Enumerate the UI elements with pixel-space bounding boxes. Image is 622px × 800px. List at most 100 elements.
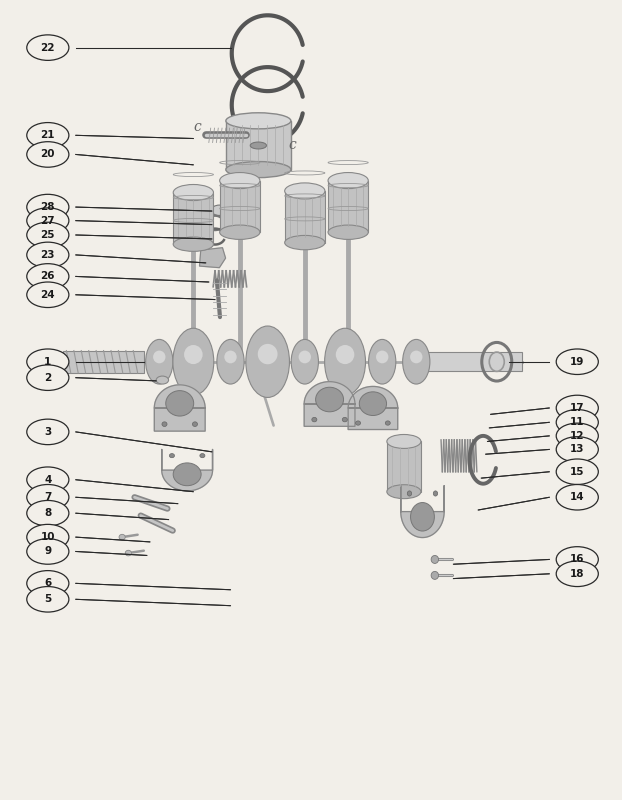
Ellipse shape — [410, 350, 422, 363]
Polygon shape — [401, 486, 444, 538]
Text: 25: 25 — [40, 230, 55, 240]
Ellipse shape — [27, 122, 69, 148]
Ellipse shape — [369, 339, 396, 384]
Ellipse shape — [27, 419, 69, 445]
Ellipse shape — [556, 423, 598, 449]
Polygon shape — [200, 248, 226, 268]
Ellipse shape — [342, 418, 347, 422]
Ellipse shape — [173, 237, 213, 251]
Ellipse shape — [291, 339, 318, 384]
Polygon shape — [387, 442, 421, 492]
Ellipse shape — [184, 345, 203, 364]
Polygon shape — [422, 352, 521, 371]
Ellipse shape — [556, 410, 598, 435]
Text: 1: 1 — [44, 357, 52, 366]
Ellipse shape — [27, 222, 69, 248]
Text: 23: 23 — [40, 250, 55, 260]
Polygon shape — [328, 181, 368, 232]
Ellipse shape — [153, 350, 165, 363]
Ellipse shape — [173, 463, 201, 486]
Ellipse shape — [299, 350, 311, 363]
Ellipse shape — [312, 418, 317, 422]
Text: 2: 2 — [44, 373, 52, 382]
Ellipse shape — [556, 437, 598, 462]
Polygon shape — [348, 386, 397, 430]
Ellipse shape — [434, 491, 438, 496]
Ellipse shape — [336, 345, 355, 364]
Ellipse shape — [165, 390, 193, 416]
Ellipse shape — [27, 264, 69, 289]
Ellipse shape — [431, 555, 439, 563]
Text: 20: 20 — [40, 150, 55, 159]
Polygon shape — [154, 385, 205, 431]
Text: 15: 15 — [570, 466, 585, 477]
Text: 13: 13 — [570, 445, 585, 454]
Text: 19: 19 — [570, 357, 585, 366]
Text: 3: 3 — [44, 427, 52, 437]
Ellipse shape — [246, 326, 289, 398]
Text: 21: 21 — [40, 130, 55, 140]
Ellipse shape — [226, 113, 291, 129]
Ellipse shape — [27, 570, 69, 596]
Ellipse shape — [27, 586, 69, 612]
Text: 24: 24 — [40, 290, 55, 300]
Ellipse shape — [402, 339, 430, 384]
Ellipse shape — [315, 387, 343, 412]
Ellipse shape — [376, 350, 388, 363]
Text: 26: 26 — [40, 271, 55, 282]
Ellipse shape — [225, 350, 237, 363]
Polygon shape — [63, 350, 144, 373]
Ellipse shape — [27, 467, 69, 493]
Polygon shape — [220, 181, 260, 232]
Ellipse shape — [27, 208, 69, 234]
Ellipse shape — [200, 454, 205, 458]
Ellipse shape — [328, 173, 368, 189]
Ellipse shape — [258, 344, 277, 364]
Polygon shape — [226, 121, 291, 170]
Text: 10: 10 — [40, 532, 55, 542]
Ellipse shape — [556, 459, 598, 485]
Polygon shape — [162, 450, 213, 491]
Text: 28: 28 — [40, 202, 55, 212]
Ellipse shape — [226, 162, 291, 178]
Ellipse shape — [411, 502, 434, 531]
Ellipse shape — [27, 485, 69, 510]
Polygon shape — [173, 193, 213, 244]
Ellipse shape — [556, 561, 598, 586]
Text: c: c — [288, 138, 296, 152]
Ellipse shape — [27, 282, 69, 307]
Ellipse shape — [360, 392, 386, 415]
Ellipse shape — [217, 339, 244, 384]
Ellipse shape — [27, 142, 69, 167]
Text: 9: 9 — [44, 546, 52, 557]
Text: 14: 14 — [570, 492, 585, 502]
Text: 22: 22 — [40, 42, 55, 53]
Text: 18: 18 — [570, 569, 585, 578]
Ellipse shape — [556, 546, 598, 572]
Ellipse shape — [220, 173, 260, 189]
Ellipse shape — [146, 339, 173, 384]
Polygon shape — [304, 382, 355, 426]
Ellipse shape — [192, 422, 198, 426]
Ellipse shape — [162, 422, 167, 426]
Ellipse shape — [385, 421, 390, 425]
Text: 17: 17 — [570, 403, 585, 413]
Ellipse shape — [556, 395, 598, 421]
Text: 16: 16 — [570, 554, 585, 565]
Text: 27: 27 — [40, 216, 55, 226]
Polygon shape — [285, 191, 325, 242]
Ellipse shape — [125, 550, 131, 556]
Ellipse shape — [285, 183, 325, 199]
Ellipse shape — [250, 142, 266, 149]
Ellipse shape — [173, 328, 214, 395]
Ellipse shape — [387, 485, 421, 498]
Ellipse shape — [173, 185, 213, 201]
Text: 8: 8 — [44, 508, 52, 518]
Ellipse shape — [556, 349, 598, 374]
Ellipse shape — [156, 376, 169, 384]
Ellipse shape — [356, 421, 361, 425]
Ellipse shape — [556, 485, 598, 510]
Ellipse shape — [387, 434, 421, 449]
Ellipse shape — [119, 534, 125, 540]
Text: c: c — [193, 119, 201, 134]
